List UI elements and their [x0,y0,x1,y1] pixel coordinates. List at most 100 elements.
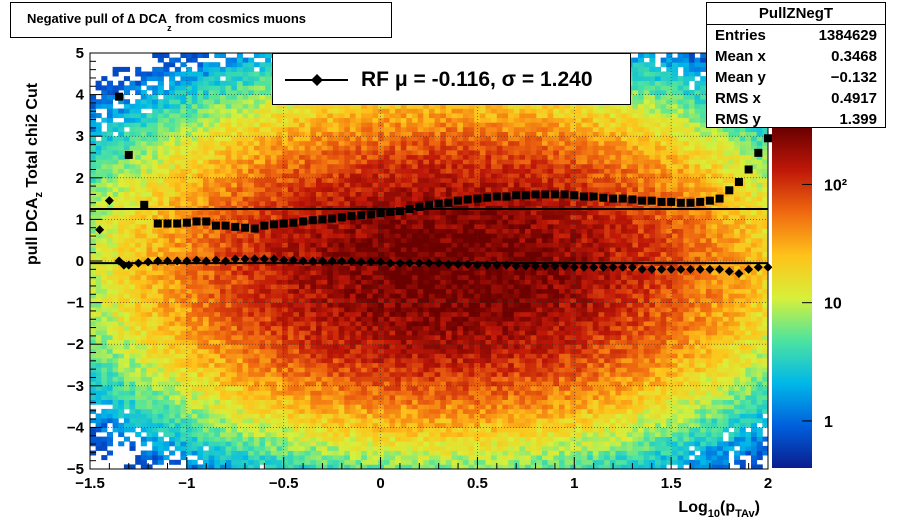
heatmap-cell [383,233,390,239]
heatmap-cell [349,200,356,206]
heatmap-cell [242,251,249,257]
heatmap-cell [220,233,226,239]
heatmap-cell [276,256,283,262]
heatmap-cell [101,168,108,174]
heatmap-cell [412,408,419,414]
heatmap-cell [180,335,187,340]
heatmap-cell [197,274,204,280]
heatmap-cell [236,210,243,216]
heatmap-cell [395,353,402,359]
heatmap-cell [95,191,102,197]
heatmap-cell [265,242,272,248]
heatmap-cell [259,113,266,119]
heatmap-cell [174,117,181,123]
heatmap-cell [293,321,300,327]
heatmap-cell [118,191,125,197]
heatmap-cell [259,302,266,308]
heatmap-cell [191,99,198,105]
heatmap-cell [220,279,226,285]
heatmap-cell [276,270,283,276]
heatmap-cell [270,311,277,317]
heatmap-cell [112,399,119,405]
heatmap-cell [299,187,306,192]
heatmap-cell [287,413,294,419]
heatmap-cell [208,321,215,327]
heatmap-cell [101,117,108,123]
heatmap-cell [146,455,153,461]
heatmap-cell [197,71,204,77]
heatmap-cell [146,131,153,137]
heatmap-cell [186,284,193,290]
heatmap-cell [231,413,238,419]
heatmap-cell [282,464,289,470]
heatmap-cell [372,348,379,354]
heatmap-cell [186,288,193,294]
heatmap-cell [253,325,260,331]
heatmap-cell [259,117,266,123]
heatmap-cell [95,284,102,290]
heatmap-cell [372,307,379,313]
heatmap-cell [383,321,390,327]
heatmap-cell [395,321,402,327]
heatmap-cell [383,325,390,331]
heatmap-cell [270,302,277,308]
heatmap-cell [389,163,396,169]
heatmap-cell [265,57,272,63]
heatmap-cell [327,177,334,183]
heatmap-cell [169,99,176,105]
heatmap-cell [197,210,204,216]
heatmap-cell [242,279,249,285]
heatmap-cell [118,413,125,419]
heatmap-cell [389,413,396,419]
heatmap-cell [383,251,390,257]
heatmap-cell [214,214,221,220]
heatmap-cell [163,298,170,303]
heatmap-cell [174,270,181,276]
heatmap-cell [231,362,238,368]
heatmap-cell [366,371,373,377]
heatmap-cell [157,237,164,243]
heatmap-cell [412,422,419,428]
heatmap-cell [163,293,170,299]
heatmap-cell [253,316,260,322]
heatmap-cell [378,145,385,151]
heatmap-cell [186,173,193,179]
heatmap-cell [259,293,266,299]
heatmap-cell [220,367,226,373]
heatmap-cell [169,182,176,188]
heatmap-cell [332,404,339,410]
heatmap-cell [400,385,407,391]
heatmap-cell [225,279,232,285]
heatmap-cell [95,344,102,350]
heatmap-cell [152,436,159,442]
heatmap-cell [208,358,215,364]
heatmap-cell [169,122,176,128]
heatmap-cell [101,371,108,377]
heatmap-cell [276,464,283,470]
heatmap-cell [316,445,322,451]
heatmap-cell [152,459,159,465]
heatmap-cell [406,145,413,151]
heatmap-cell [395,122,402,128]
heatmap-cell [163,108,170,114]
heatmap-cell [140,348,147,354]
heatmap-cell [169,159,176,165]
heatmap-cell [236,459,243,465]
heatmap-cell [231,168,238,174]
heatmap-cell [270,339,277,345]
heatmap-cell [203,131,209,137]
heatmap-cell [304,399,311,405]
heatmap-cell [163,270,170,276]
heatmap-cell [299,247,306,253]
heatmap-cell [90,371,97,377]
heatmap-cell [383,214,390,220]
heatmap-cell [248,395,255,400]
heatmap-cell [316,427,322,433]
heatmap-cell [282,122,289,128]
heatmap-cell [95,122,102,128]
heatmap-cell [225,196,232,202]
heatmap-cell [344,214,351,220]
heatmap-cell [372,177,379,183]
heatmap-cell [106,90,113,95]
heatmap-cell [214,108,221,114]
